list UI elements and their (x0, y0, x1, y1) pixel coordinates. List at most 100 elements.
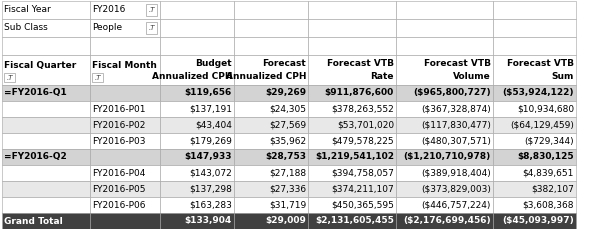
Text: Annualized CPH: Annualized CPH (225, 72, 306, 81)
Bar (234, 197, 308, 213)
Bar (2, 85, 90, 101)
Bar (2, 101, 90, 117)
Bar (160, 181, 234, 197)
Bar (396, 133, 493, 149)
Bar (396, 165, 493, 181)
Text: ($53,924,122): ($53,924,122) (503, 88, 574, 98)
Bar (234, 133, 308, 149)
Bar (396, 85, 493, 101)
Bar (160, 1, 234, 19)
Bar (160, 85, 234, 101)
Text: Sub Class: Sub Class (4, 24, 48, 33)
Text: $24,305: $24,305 (269, 104, 306, 114)
Bar (308, 213, 396, 229)
Bar (2, 197, 90, 213)
Text: ($373,829,003): ($373,829,003) (421, 185, 491, 194)
Bar (493, 37, 576, 55)
Bar (308, 149, 396, 165)
Bar (90, 133, 160, 149)
Bar (308, 117, 396, 133)
Bar (160, 197, 234, 213)
Text: Fiscal Year: Fiscal Year (4, 5, 51, 14)
Bar (160, 213, 234, 229)
Text: $147,933: $147,933 (185, 153, 232, 161)
Text: $29,269: $29,269 (265, 88, 306, 98)
Text: .T: .T (148, 7, 155, 13)
Bar (308, 165, 396, 181)
Text: Grand Total: Grand Total (4, 216, 63, 226)
Bar (396, 181, 493, 197)
Bar (493, 55, 576, 85)
Bar (493, 197, 576, 213)
Text: $137,191: $137,191 (189, 104, 232, 114)
Text: FY2016-P03: FY2016-P03 (92, 136, 146, 145)
Text: $3,608,368: $3,608,368 (523, 201, 574, 210)
Text: Forecast VTB: Forecast VTB (507, 60, 574, 68)
Text: People: People (92, 24, 122, 33)
Text: $119,656: $119,656 (185, 88, 232, 98)
Bar (2, 1, 90, 19)
Text: .T: .T (94, 74, 101, 81)
Bar (2, 117, 90, 133)
Bar (2, 213, 90, 229)
Bar (2, 55, 90, 85)
Text: $394,758,057: $394,758,057 (331, 169, 394, 177)
Bar (308, 85, 396, 101)
Bar (308, 19, 396, 37)
Text: $29,009: $29,009 (265, 216, 306, 226)
Bar (493, 133, 576, 149)
Text: ($729,344): ($729,344) (525, 136, 574, 145)
Text: ($965,800,727): ($965,800,727) (414, 88, 491, 98)
Text: $27,336: $27,336 (269, 185, 306, 194)
Bar (2, 133, 90, 149)
Bar (2, 37, 90, 55)
Bar (90, 165, 160, 181)
Text: FY2016: FY2016 (92, 5, 125, 14)
Text: FY2016-P06: FY2016-P06 (92, 201, 146, 210)
Bar (308, 133, 396, 149)
Text: ($117,830,477): ($117,830,477) (421, 120, 491, 130)
Text: FY2016-P02: FY2016-P02 (92, 120, 145, 130)
Bar (160, 19, 234, 37)
Bar (2, 19, 90, 37)
Text: ($480,307,571): ($480,307,571) (421, 136, 491, 145)
Text: Rate: Rate (371, 72, 394, 81)
Bar (308, 101, 396, 117)
Text: $53,701,020: $53,701,020 (337, 120, 394, 130)
Bar (160, 101, 234, 117)
Bar (234, 1, 308, 19)
Bar (396, 197, 493, 213)
Bar (493, 101, 576, 117)
Text: ($2,176,699,456): ($2,176,699,456) (404, 216, 491, 226)
Bar (90, 1, 160, 19)
Text: $137,298: $137,298 (189, 185, 232, 194)
Text: $8,830,125: $8,830,125 (517, 153, 574, 161)
Bar (146, 4, 157, 16)
Text: Budget: Budget (195, 60, 232, 68)
Text: ($45,093,997): ($45,093,997) (502, 216, 574, 226)
Text: $28,753: $28,753 (265, 153, 306, 161)
Bar (396, 149, 493, 165)
Text: Volume: Volume (453, 72, 491, 81)
Text: .T: .T (6, 74, 13, 81)
Text: Fiscal Quarter: Fiscal Quarter (4, 61, 76, 70)
Bar (396, 117, 493, 133)
Text: Fiscal Month: Fiscal Month (92, 61, 157, 70)
Bar (90, 181, 160, 197)
Bar (234, 165, 308, 181)
Bar (234, 213, 308, 229)
Text: $10,934,680: $10,934,680 (517, 104, 574, 114)
Bar (234, 37, 308, 55)
Bar (90, 213, 160, 229)
Bar (160, 55, 234, 85)
Text: $382,107: $382,107 (531, 185, 574, 194)
Text: =FY2016-Q1: =FY2016-Q1 (4, 88, 67, 98)
Bar (90, 37, 160, 55)
Bar (234, 149, 308, 165)
Bar (4, 73, 15, 82)
Text: $179,269: $179,269 (189, 136, 232, 145)
Text: $27,569: $27,569 (269, 120, 306, 130)
Text: FY2016-P05: FY2016-P05 (92, 185, 146, 194)
Bar (396, 19, 493, 37)
Bar (90, 101, 160, 117)
